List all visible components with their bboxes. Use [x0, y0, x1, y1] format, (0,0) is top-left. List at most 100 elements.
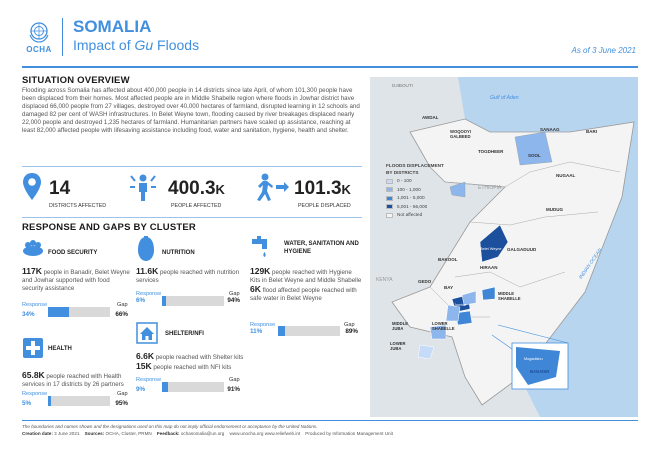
banadir-inset-district	[516, 347, 560, 385]
footer-produced: Produced by Information Management Unit	[305, 431, 393, 436]
food-gap-value: 66%	[115, 311, 128, 318]
legend-swatch	[386, 212, 393, 218]
middle-shabelle-district	[481, 286, 496, 301]
lower-shabelle-district	[429, 324, 447, 340]
map-label-togdheer: TOGDHEER	[478, 149, 504, 154]
food-security-number: 117K	[22, 266, 42, 276]
map-label-middle-juba: MIDDLE JUBA	[392, 321, 409, 331]
map-label-bay: BAY	[444, 285, 454, 290]
kpi-displaced-label: PEOPLE DISPLACED	[298, 203, 351, 209]
health-icon	[23, 338, 43, 358]
shelter-number: 6.6K	[136, 351, 154, 361]
feedback-email[interactable]: ochasomalia@un.org	[180, 431, 225, 436]
food-security-text: 117K people in Banadir, Belet Weyne and …	[22, 267, 130, 293]
health-response-fill	[48, 396, 52, 406]
legend-swatch	[386, 187, 393, 193]
map-label-mogadishu: Mogadishu	[524, 357, 543, 361]
health-text: 65.8K people reached with Health service…	[22, 371, 134, 389]
shelter-response-bar	[162, 382, 224, 392]
nutrition-title: NUTRITION	[162, 250, 195, 256]
nutrition-text: 11.6K people reached with nutrition serv…	[136, 267, 244, 285]
food-response-fill	[48, 307, 70, 317]
people-displaced-icon	[257, 173, 289, 201]
legend-item: 1,001 - 5,000	[386, 195, 446, 202]
map-legend: FLOODS DISPLACEMENT BY DISTRICTS 0 - 100…	[386, 163, 446, 219]
people-affected-icon	[130, 174, 156, 201]
wash-response-value: 11%	[250, 328, 263, 335]
legend-item: 0 - 100	[386, 178, 446, 185]
feedback-label: Feedback:	[156, 431, 180, 436]
map-label-middle-shabelle: MIDDLE SHABELLE	[498, 291, 521, 301]
food-gap-label: Gap	[117, 302, 128, 308]
map-label-sool: SOOL	[528, 153, 541, 158]
food-security-desc: people in Banadir, Belet Weyne and Jowha…	[22, 269, 130, 292]
footer-divider	[22, 420, 638, 421]
health-number: 65.8K	[22, 370, 45, 380]
beletweyne-district	[479, 224, 509, 263]
nutrition-desc: people reached with nutrition services	[136, 269, 240, 284]
ocha-logo: OCHA	[22, 20, 56, 60]
wash-response-label: Response	[250, 322, 276, 328]
nutrition-response-label: Response	[136, 291, 162, 297]
kpi-districts-value: 14	[49, 178, 70, 200]
nutrition-response-fill	[162, 296, 166, 306]
as-of-date: As of 3 June 2021	[571, 46, 637, 55]
kpi-affected: 400.3K PEOPLE AFFECTED	[128, 172, 243, 214]
map-label-awdal: AWDAL	[422, 115, 439, 120]
map-label-gulf: Gulf of Aden	[490, 95, 519, 101]
wash-gap-value: 89%	[345, 328, 358, 335]
legend-label: 1,001 - 5,000	[397, 195, 425, 200]
sea-area	[458, 77, 638, 417]
wash-title: WATER, SANITATION AND HYGIENE	[284, 241, 359, 255]
food-security-title: FOOD SECURITY	[48, 250, 98, 256]
legend-swatch	[386, 178, 393, 184]
situation-overview-heading: SITUATION OVERVIEW	[22, 75, 130, 86]
hiraan-south-district	[461, 290, 477, 306]
legend-swatch	[386, 195, 393, 201]
title-block: SOMALIA Impact of Gu Floods	[62, 18, 199, 56]
kpi-displaced-value: 101.3K	[294, 178, 351, 200]
subtitle-suffix: Floods	[153, 37, 200, 53]
wash-number: 129K	[250, 266, 271, 276]
health-gap-label: Gap	[117, 391, 128, 397]
un-emblem-icon	[29, 22, 49, 43]
kpi-affected-value: 400.3K	[168, 178, 225, 200]
location-pin-icon	[23, 173, 41, 200]
situation-overview-text: Flooding across Somalia has affected abo…	[22, 87, 360, 135]
page-title: SOMALIA	[73, 17, 152, 36]
nutrition-response-bar	[162, 296, 224, 306]
map-label-sanaag: SANAAG	[540, 127, 560, 132]
subtitle-prefix: Impact of	[73, 37, 135, 53]
map-canvas	[370, 77, 638, 417]
page-subtitle: Impact of Gu Floods	[73, 36, 199, 54]
header: OCHA SOMALIA Impact of Gu Floods As of 3…	[0, 0, 660, 62]
kpi-displaced-number: 101.3	[294, 178, 342, 199]
shelter-icon	[136, 322, 158, 344]
legend-label: 0 - 100	[397, 178, 412, 183]
map-label-gedo: GEDO	[418, 279, 432, 284]
footer-links[interactable]: www.unocha.org www.reliefweb.int	[229, 431, 301, 436]
shelter-desc-2: people reached with NFI kits	[151, 364, 232, 371]
kpi-displaced: 101.3K PEOPLE DISPLACED	[250, 172, 362, 214]
nutrition-icon	[138, 236, 154, 261]
map-label-nugaal: NUGAAL	[556, 173, 576, 178]
nutrition-gap-label: Gap	[229, 291, 240, 297]
map-label-djibouti: DJIBOUTI	[392, 83, 413, 88]
shelter-response-fill	[162, 382, 168, 392]
footer-meta: Creation date: 3 June 2021 Sources: OCHA…	[22, 431, 393, 436]
shelter-response-label: Response	[136, 377, 162, 383]
map-label-banadir: BANADIR	[530, 369, 550, 374]
map-label-hiraan: HIRAAN	[480, 265, 498, 270]
woqooyi-district	[449, 181, 466, 198]
bay-district	[445, 304, 461, 322]
legend-label: 100 - 1,000	[397, 186, 421, 192]
org-name: OCHA	[26, 45, 52, 54]
health-title: HEALTH	[48, 346, 72, 352]
legend-rows: 0 - 100 100 - 1,000 1,001 - 5,000 5,001 - 6…	[386, 178, 446, 219]
legend-title: FLOODS DISPLACEMENT BY DISTRICTS	[386, 163, 444, 175]
response-gaps-heading: RESPONSE AND GAPS BY CLUSTER	[22, 222, 196, 233]
map-label-galgaduud: GALGADUUD	[507, 247, 537, 252]
kpi-affected-number: 400.3	[168, 178, 216, 199]
legend-item: Not affected	[386, 212, 446, 219]
map-label-jowhar: Jowhar	[454, 303, 467, 307]
